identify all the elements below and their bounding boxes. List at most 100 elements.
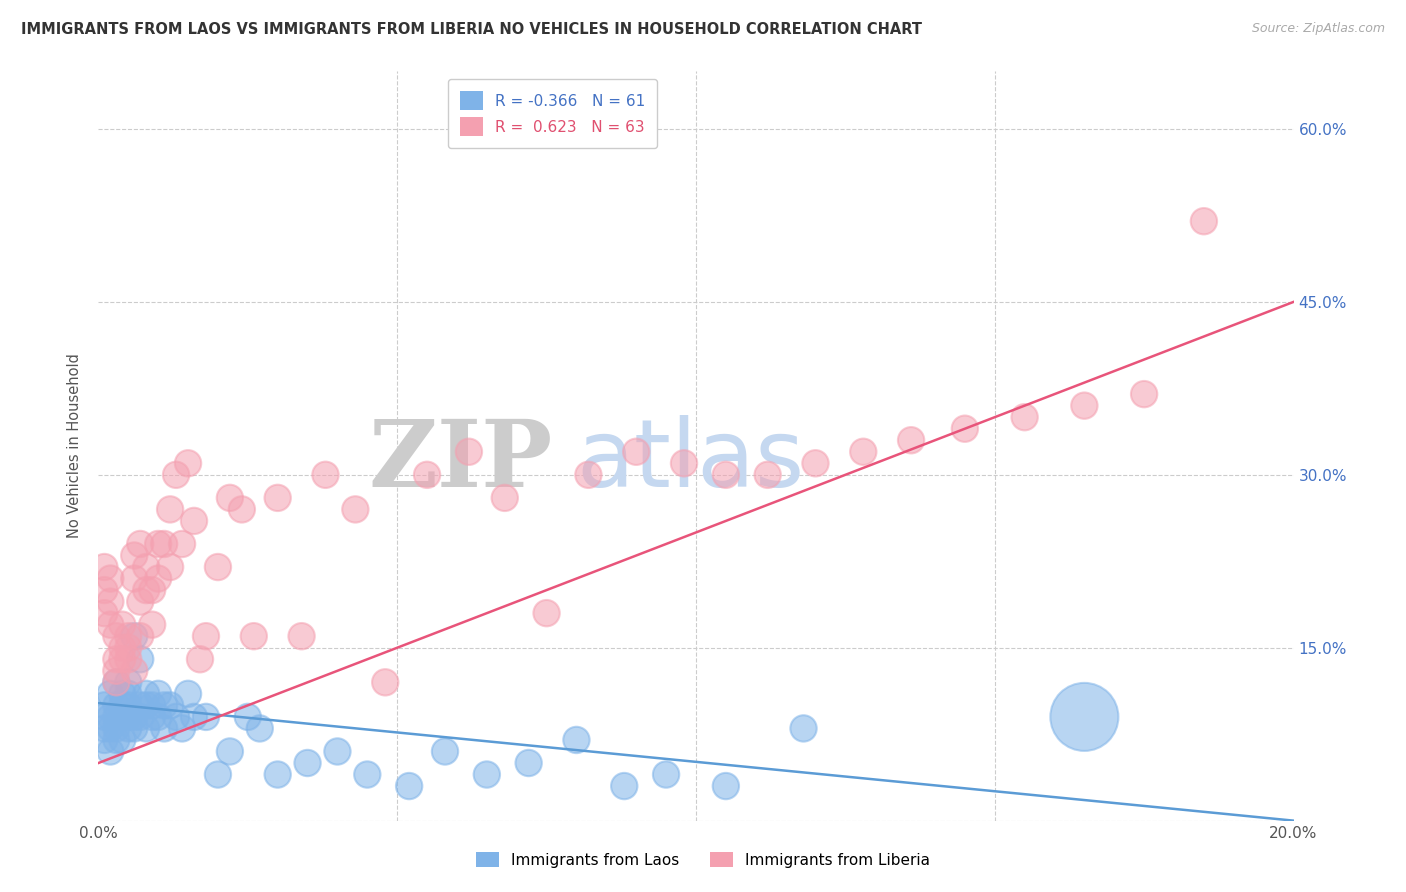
Point [613,779,636,793]
Point [141,583,163,598]
Point [236,710,259,724]
Point [219,491,242,505]
Point [195,710,218,724]
Point [291,629,314,643]
Point [536,606,558,620]
Point [93,606,115,620]
Point [135,583,157,598]
Point [111,640,134,655]
Point [105,652,128,666]
Point [124,710,146,724]
Point [98,687,122,701]
Point [165,467,187,482]
Point [141,617,163,632]
Point [172,537,194,551]
Point [565,733,588,747]
Point [111,652,134,666]
Point [117,675,139,690]
Point [219,744,242,758]
Point [98,744,122,758]
Point [105,629,128,643]
Point [195,629,218,643]
Point [1073,399,1095,413]
Point [111,698,134,713]
Point [98,594,122,608]
Point [105,733,128,747]
Point [207,560,229,574]
Point [1192,214,1215,228]
Point [98,722,122,736]
Point [756,467,779,482]
Point [374,675,396,690]
Point [117,687,139,701]
Point [398,779,420,793]
Point [231,502,253,516]
Text: Source: ZipAtlas.com: Source: ZipAtlas.com [1251,22,1385,36]
Point [159,560,181,574]
Point [135,687,157,701]
Point [267,491,290,505]
Point [1014,410,1036,425]
Point [148,687,170,701]
Point [416,467,439,482]
Point [135,722,157,736]
Point [207,767,229,781]
Point [183,710,205,724]
Point [135,560,157,574]
Text: ZIP: ZIP [368,416,553,506]
Point [111,687,134,701]
Point [953,422,976,436]
Point [129,594,152,608]
Point [249,722,271,736]
Point [153,722,176,736]
Point [626,444,648,458]
Point [124,629,146,643]
Point [159,502,181,516]
Point [93,560,115,574]
Point [93,583,115,598]
Point [124,664,146,678]
Point [315,467,337,482]
Point [105,722,128,736]
Point [517,756,540,770]
Point [111,617,134,632]
Point [129,698,152,713]
Point [98,572,122,586]
Point [188,652,211,666]
Point [105,675,128,690]
Point [243,629,266,643]
Point [129,629,152,643]
Point [105,675,128,690]
Point [267,767,290,781]
Point [655,767,678,781]
Point [165,710,187,724]
Point [356,767,378,781]
Point [129,652,152,666]
Point [673,456,696,470]
Point [852,444,875,458]
Point [111,733,134,747]
Point [1073,710,1095,724]
Point [93,733,115,747]
Point [93,698,115,713]
Point [93,722,115,736]
Point [153,537,176,551]
Point [326,744,349,758]
Point [475,767,498,781]
Point [177,687,200,701]
Point [135,698,157,713]
Point [117,698,139,713]
Point [172,722,194,736]
Point [458,444,481,458]
Point [141,710,163,724]
Legend: R = -0.366   N = 61, R =  0.623   N = 63: R = -0.366 N = 61, R = 0.623 N = 63 [447,79,658,148]
Point [297,756,319,770]
Point [714,467,737,482]
Point [159,698,181,713]
Point [344,502,367,516]
Point [1133,387,1156,401]
Point [98,710,122,724]
Point [124,722,146,736]
Point [117,722,139,736]
Point [141,698,163,713]
